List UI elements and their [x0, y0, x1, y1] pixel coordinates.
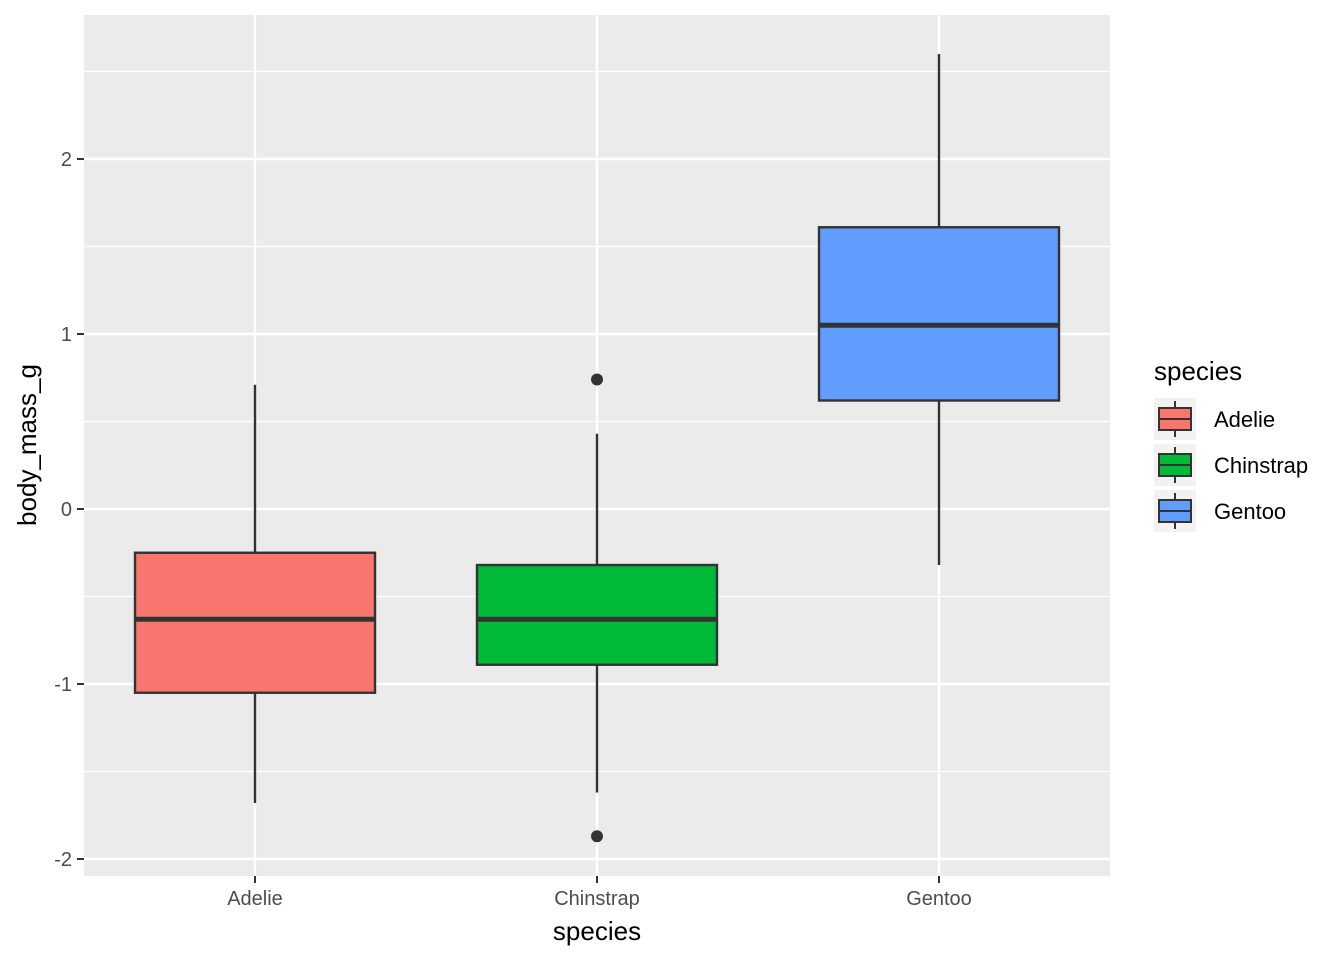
- outlier-point: [591, 830, 603, 843]
- y-tick-label: 2: [61, 149, 72, 171]
- box-chinstrap: [475, 373, 719, 843]
- box-adelie: [133, 384, 377, 803]
- y-tick-label: -2: [54, 849, 72, 871]
- legend-item-adelie: Adelie: [1154, 398, 1275, 440]
- y-tick-label: 0: [61, 499, 72, 521]
- x-axis: Adelie Chinstrap Gentoo: [227, 876, 972, 910]
- x-tick-label: Gentoo: [906, 888, 972, 910]
- legend-label: Gentoo: [1214, 499, 1286, 524]
- box-gentoo: [817, 54, 1061, 565]
- iqr-box: [475, 563, 719, 666]
- y-axis: -2 -1 0 1 2: [54, 149, 84, 871]
- legend-item-gentoo: Gentoo: [1154, 490, 1286, 532]
- iqr-box: [133, 551, 377, 694]
- x-axis-title: species: [553, 916, 641, 946]
- legend-label: Adelie: [1214, 407, 1275, 432]
- x-tick-label: Adelie: [227, 888, 283, 910]
- legend: species Adelie Chinstrap Gentoo: [1154, 356, 1308, 532]
- boxes: [133, 54, 1061, 843]
- iqr-box: [817, 226, 1061, 402]
- legend-item-chinstrap: Chinstrap: [1154, 444, 1308, 486]
- x-tick-label: Chinstrap: [554, 888, 640, 910]
- outlier-point: [591, 373, 603, 386]
- legend-label: Chinstrap: [1214, 453, 1308, 478]
- y-tick-label: 1: [61, 324, 72, 346]
- y-tick-label: -1: [54, 674, 72, 696]
- y-axis-title: body_mass_g: [12, 364, 42, 526]
- legend-title: species: [1154, 356, 1242, 386]
